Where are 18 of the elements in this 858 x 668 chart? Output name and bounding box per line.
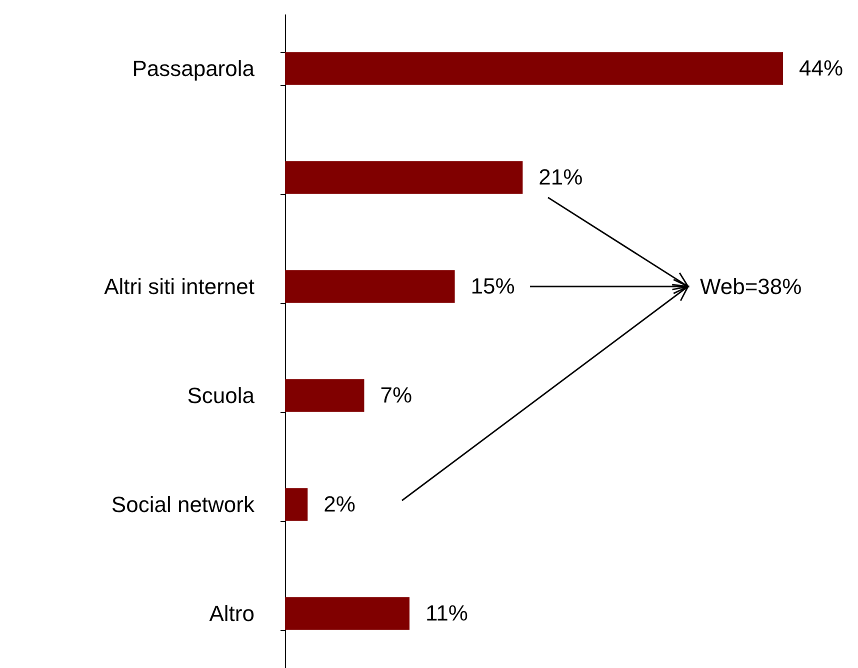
bar [285, 488, 308, 521]
data-label: 11% [426, 600, 468, 626]
bar [285, 52, 783, 85]
data-label: 2% [324, 492, 356, 516]
y-tick-label: Passaparola [132, 56, 256, 81]
y-tick-label: Scuola [187, 383, 256, 408]
data-label: 7% [380, 382, 412, 408]
y-tick-label: Altro [209, 601, 254, 626]
bar [285, 597, 410, 630]
annotation-text: Web=38% [700, 274, 802, 300]
bar [285, 379, 364, 412]
y-tick-label: Altri siti internet [104, 274, 254, 299]
bar [285, 270, 455, 303]
data-label: 44% [799, 56, 844, 80]
data-label: 15% [470, 274, 515, 298]
y-tick-label: Social network [111, 492, 256, 517]
bar [285, 161, 523, 194]
data-label: 21% [538, 164, 583, 190]
